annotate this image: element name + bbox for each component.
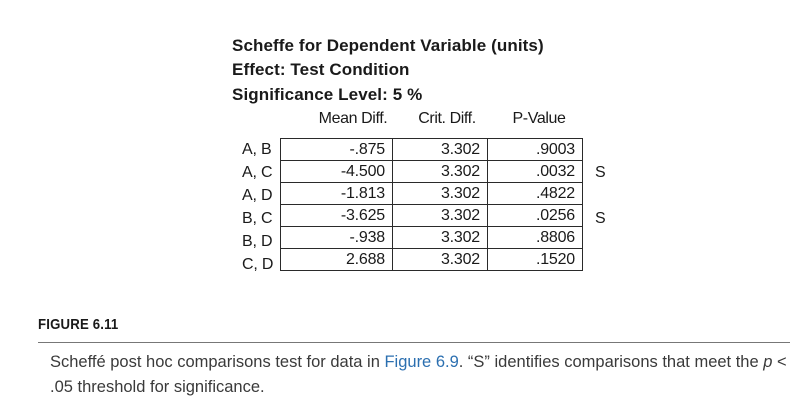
output-title: Scheffe for Dependent Variable (units) — [232, 36, 544, 55]
crit-diff-cell: 3.302 — [392, 204, 488, 227]
p-value-cell: .1520 — [487, 248, 583, 271]
significance-flag: S — [595, 210, 606, 227]
row-label: B, D — [242, 233, 273, 250]
significance-flag: S — [595, 164, 606, 181]
column-header-mean-diff: Mean Diff. — [318, 110, 388, 127]
row-label: B, C — [242, 210, 273, 227]
mean-diff-cell: -4.500 — [280, 160, 393, 183]
p-value-cell: .0032 — [487, 160, 583, 183]
mean-diff-cell: -3.625 — [280, 204, 393, 227]
mean-diff-cell: -1.813 — [280, 182, 393, 205]
significance-flags: S S — [595, 138, 606, 276]
p-value-cell: .4822 — [487, 182, 583, 205]
crit-diff-cell: 3.302 — [392, 138, 488, 161]
p-value-cell: .9003 — [487, 138, 583, 161]
p-value-cell: .0256 — [487, 204, 583, 227]
mean-diff-cell: 2.688 — [280, 248, 393, 271]
crit-diff-cell: 3.302 — [392, 248, 488, 271]
table-row: 2.688 3.302 .1520 — [280, 248, 583, 271]
figure-caption: Scheffé post hoc comparisons test for da… — [50, 350, 790, 400]
significance-line: Significance Level: 5 % — [232, 85, 423, 104]
figure-label: FIGURE 6.11 — [38, 316, 119, 333]
crit-diff-cell: 3.302 — [392, 160, 488, 183]
significance-flag — [595, 138, 606, 161]
significance-flag — [595, 230, 606, 253]
caption-divider — [38, 342, 790, 343]
row-label: A, D — [242, 187, 273, 204]
row-label: A, B — [242, 141, 272, 158]
crit-diff-cell: 3.302 — [392, 182, 488, 205]
table-row: -3.625 3.302 .0256 — [280, 204, 583, 227]
mean-diff-cell: -.938 — [280, 226, 393, 249]
caption-text: < .05 threshold for significance. — [50, 353, 787, 396]
table-row: -.875 3.302 .9003 — [280, 138, 583, 161]
p-value-cell: .8806 — [487, 226, 583, 249]
column-header-p-value: P-Value — [512, 110, 566, 127]
figure-reference-link[interactable]: Figure 6.9 — [384, 353, 459, 371]
row-label: A, C — [242, 164, 273, 181]
comparisons-table: -.875 3.302 .9003 -4.500 3.302 .0032 -1.… — [280, 138, 583, 271]
column-header-crit-diff: Crit. Diff. — [418, 110, 476, 127]
caption-p-symbol: p — [763, 353, 773, 371]
crit-diff-cell: 3.302 — [392, 226, 488, 249]
significance-flag — [595, 184, 606, 207]
mean-diff-cell: -.875 — [280, 138, 393, 161]
table-row: -4.500 3.302 .0032 — [280, 160, 583, 183]
scheffe-output: Scheffe for Dependent Variable (units) E… — [232, 36, 608, 306]
effect-line: Effect: Test Condition — [232, 60, 410, 79]
table-row: -.938 3.302 .8806 — [280, 226, 583, 249]
caption-text: . “S” identifies comparisons that meet t… — [458, 353, 764, 371]
comparison-labels: A, B A, C A, D B, C B, D C, D — [242, 138, 273, 276]
row-label: C, D — [242, 256, 274, 273]
table-row: -1.813 3.302 .4822 — [280, 182, 583, 205]
significance-flag — [595, 253, 606, 276]
caption-text: Scheffé post hoc comparisons test for da… — [50, 353, 385, 371]
